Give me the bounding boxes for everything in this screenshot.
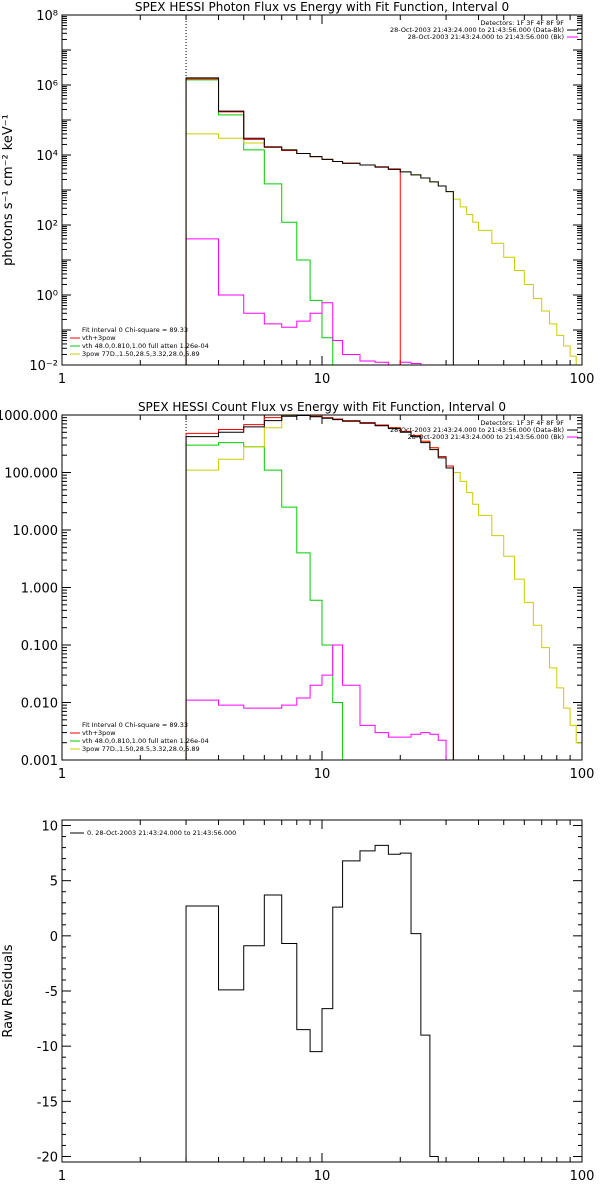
fit-text: vth 48.0,0.810,1.00 full atten 1.26e-04 (82, 342, 209, 350)
y-tick-label: -20 (37, 1150, 58, 1165)
x-tick-label: 1 (58, 767, 66, 782)
y-tick-label: 0.100 (21, 639, 58, 654)
y-tick-label: 0.010 (21, 697, 58, 712)
y-tick-label: 10² (36, 219, 58, 234)
panel-3: Raw Residuals 1 10 100 10 5 0 -5 -10 -15 -20 0. 28-… (1, 819, 595, 1184)
y-tick-label: -15 (37, 1095, 58, 1110)
info-text: Detectors: 1F 3F 4F 8F 9F (480, 19, 564, 27)
info-text: 28-Oct-2003 21:43:24.000 to 21:43:56.000… (390, 26, 564, 34)
y-tick-label: 10⁴ (36, 149, 58, 164)
series-line-data-bk (185, 415, 454, 760)
series-line-bk (185, 644, 447, 760)
legend-text: 0. 28-Oct-2003 21:43:24.000 to 21:43:56.… (87, 829, 236, 837)
info-text: 28-Oct-2003 21:43:24.000 to 21:43:56.000… (390, 426, 564, 434)
x-tick-label: 10 (314, 767, 331, 782)
y-tick-label: 10⁻² (29, 359, 58, 374)
panel-2: SPEX HESSI Count Flux vs Energy with Fit… (0, 400, 594, 782)
x-tick-label: 10 (314, 1169, 331, 1184)
info-text: 28-Oct-2003 21:43:24.000 to 21:43:56.000… (408, 433, 564, 441)
y-tick-label: 10⁶ (36, 79, 58, 94)
x-tick-label: 100 (570, 372, 595, 387)
x-tick-label: 100 (570, 767, 595, 782)
y-tick-label: 10⁰ (36, 289, 58, 304)
y-axis-label: photons s⁻¹ cm⁻² keV⁻¹ (1, 114, 16, 266)
y-axis-label: Raw Residuals (1, 944, 16, 1037)
series-group (185, 415, 582, 760)
plot-frame (61, 414, 583, 761)
series-line-data-bk (185, 77, 454, 365)
series-line-vth-3pow (185, 415, 454, 760)
x-tick-label: 1 (58, 1169, 66, 1184)
fit-text: Fit Interval 0 Chi-square = 89.33 (82, 326, 188, 334)
plot-frame (61, 14, 583, 366)
chart-title: SPEX HESSI Photon Flux vs Energy with Fi… (135, 0, 509, 14)
fit-text: vth+3pow (82, 729, 116, 737)
series-line-3pow (185, 415, 582, 760)
y-tick-label: 0.001 (21, 754, 58, 769)
series-line-vth (185, 442, 361, 760)
y-tick-label: 10 (41, 820, 58, 835)
x-tick-label: 1 (58, 372, 66, 387)
series-line-residuals (185, 844, 439, 1162)
series-line-vth-3pow (185, 78, 401, 365)
y-tick-label: 1.000 (21, 582, 58, 597)
plot-frame (61, 819, 583, 1163)
y-tick-label: 5 (50, 875, 58, 890)
fit-text: 3pow 77D.,1.50,28.5,3.32,28.0,6.89 (82, 350, 200, 358)
series-line-vth (185, 79, 344, 365)
fit-text: Fit Interval 0 Chi-square = 89.33 (82, 721, 188, 729)
series-group (185, 77, 582, 365)
series-group (185, 844, 439, 1162)
y-tick-label: -10 (37, 1040, 58, 1055)
info-text: 28-Oct-2003 21:43:24.000 to 21:43:56.000… (408, 33, 564, 41)
x-tick-label: 10 (314, 372, 331, 387)
y-tick-label: 10.000 (13, 524, 59, 539)
y-tick-label: 0 (50, 930, 58, 945)
series-line-bk (185, 238, 431, 365)
panel-1: SPEX HESSI Photon Flux vs Energy with Fi… (1, 0, 594, 387)
fit-text: vth+3pow (82, 334, 116, 342)
y-tick-label: 100.000 (4, 467, 58, 482)
info-text: Detectors: 1F 3F 4F 8F 9F (480, 419, 564, 427)
y-tick-label: 10⁸ (36, 9, 58, 24)
series-line-3pow (185, 133, 582, 365)
y-tick-label: -5 (45, 985, 58, 1000)
x-tick-label: 100 (570, 1169, 595, 1184)
y-tick-label: 1000.000 (0, 409, 58, 424)
chart-title: SPEX HESSI Count Flux vs Energy with Fit… (138, 400, 506, 414)
fit-text: vth 48.0,0.810,1.00 full atten 1.26e-04 (82, 737, 209, 745)
fit-text: 3pow 77D.,1.50,28.5,3.32,28.0,6.89 (82, 745, 200, 753)
